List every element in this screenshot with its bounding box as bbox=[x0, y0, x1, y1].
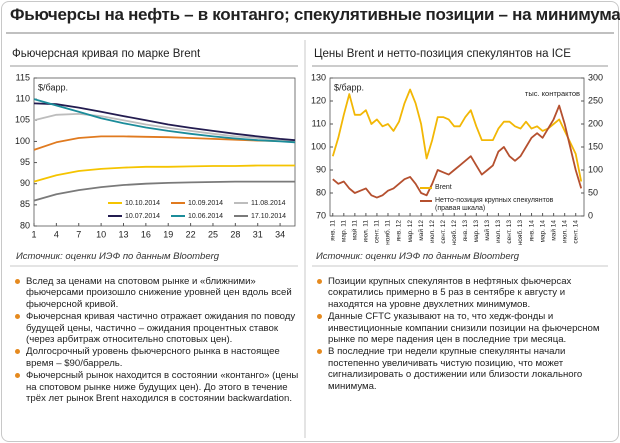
y-tick-label: 105 bbox=[15, 115, 30, 125]
chart-title: Фьючерсная кривая по марке Brent bbox=[12, 48, 201, 60]
x-tick-label: июл. 12 bbox=[429, 220, 436, 243]
series-line bbox=[33, 113, 296, 142]
y-axis-label: $/барр. bbox=[334, 82, 364, 92]
y2-tick-label: 200 bbox=[588, 118, 603, 128]
x-tick-label: янв. 13 bbox=[462, 220, 469, 242]
y2-tick-label: 300 bbox=[588, 72, 603, 82]
chart-title: Цены Brent и нетто-позиция спекулянтов н… bbox=[314, 48, 571, 60]
y-tick-label: 115 bbox=[16, 72, 30, 82]
x-tick-label: июл. 14 bbox=[561, 220, 568, 243]
bullet: Вслед за ценами на спотовом рынке и «бли… bbox=[14, 276, 300, 310]
y2-tick-label: 150 bbox=[588, 141, 603, 151]
x-tick-label: мар. 13 bbox=[473, 220, 480, 243]
source: Источник: оценки ИЭФ по данным Bloomberg bbox=[316, 251, 520, 262]
x-tick-label: янв. 12 bbox=[396, 220, 403, 242]
x-tick-label: 22 bbox=[186, 229, 196, 239]
x-tick-label: июл. 13 bbox=[495, 220, 502, 243]
x-tick-label: 25 bbox=[208, 229, 218, 239]
x-tick-label: июл. 11 bbox=[363, 220, 370, 243]
x-tick-label: нояб. 11 bbox=[384, 220, 392, 245]
series-line bbox=[33, 164, 295, 183]
y2-tick-label: 250 bbox=[588, 95, 603, 105]
legend-label: Brent bbox=[435, 184, 452, 191]
y2-tick-label: 100 bbox=[588, 164, 603, 174]
x-tick-label: 10 bbox=[96, 229, 106, 239]
source: Источник: оценки ИЭФ по данным Bloomberg bbox=[16, 251, 220, 262]
page-title: Фьючерсы на нефть – в контанго; спекулят… bbox=[10, 5, 620, 24]
y-tick-label: 80 bbox=[20, 220, 30, 230]
series-line bbox=[33, 98, 296, 144]
bullet: Фьючерсная кривая частично отражает ожид… bbox=[14, 311, 300, 345]
x-tick-label: 1 bbox=[31, 229, 36, 239]
x-tick-label: 31 bbox=[253, 229, 263, 239]
x-tick-label: 28 bbox=[230, 229, 240, 239]
x-tick-label: сент. 11 bbox=[374, 220, 381, 243]
x-tick-label: 16 bbox=[141, 229, 151, 239]
x-tick-label: сент. 13 bbox=[506, 220, 513, 244]
x-tick-label: мар. 12 bbox=[407, 220, 414, 243]
y-tick-label: 90 bbox=[20, 178, 30, 188]
legend-label: 10.09.2014 bbox=[188, 200, 223, 207]
y-tick-label: 110 bbox=[16, 94, 30, 104]
x-tick-label: май 13 bbox=[483, 220, 491, 241]
bullet: Фьючерсный рынок находится в состоянии «… bbox=[14, 370, 300, 404]
y-tick-label: 90 bbox=[316, 164, 326, 174]
series-line bbox=[331, 88, 583, 182]
bullet: Долгосрочный уровень фьючерсного рынка в… bbox=[14, 346, 300, 369]
y-tick-label: 110 bbox=[312, 118, 326, 128]
x-tick-label: май 12 bbox=[417, 220, 425, 241]
series-line bbox=[33, 102, 296, 142]
legend-label: 10.06.2014 bbox=[188, 213, 223, 220]
y2-tick-label: 0 bbox=[588, 210, 593, 220]
legend-box bbox=[104, 196, 291, 222]
x-tick-label: мар. 11 bbox=[341, 220, 348, 242]
x-tick-label: май 11 bbox=[351, 220, 359, 241]
x-tick-label: сент. 14 bbox=[572, 220, 579, 244]
bullet: Данные CFTC указывают на то, что хедж-фо… bbox=[316, 311, 606, 345]
y2-tick-label: 50 bbox=[588, 187, 598, 197]
y-tick-label: 85 bbox=[20, 199, 30, 209]
x-tick-label: 4 bbox=[54, 229, 59, 239]
series-line bbox=[332, 104, 583, 199]
x-tick-label: 7 bbox=[76, 229, 81, 239]
y-tick-label: 100 bbox=[15, 136, 30, 146]
y-tick-label: 120 bbox=[311, 95, 326, 105]
y-tick-label: 80 bbox=[316, 187, 326, 197]
x-tick-label: нояб. 12 bbox=[450, 220, 458, 246]
x-tick-label: 19 bbox=[163, 229, 173, 239]
bullet: В последние три недели крупные спекулянт… bbox=[316, 346, 606, 392]
legend-label: 10.07.2014 bbox=[125, 213, 160, 220]
x-tick-label: янв. 14 bbox=[528, 220, 535, 242]
y2-axis-label: тыс. контрактов bbox=[525, 89, 580, 98]
y-tick-label: 70 bbox=[316, 210, 326, 220]
bullet-list: Позиции крупных спекулянтов в нефтяных ф… bbox=[316, 276, 606, 393]
plot-frame bbox=[33, 77, 296, 227]
bullet: Позиции крупных спекулянтов в нефтяных ф… bbox=[316, 276, 606, 310]
x-tick-label: 13 bbox=[118, 229, 128, 239]
x-tick-label: 34 bbox=[275, 229, 285, 239]
x-tick-label: нояб. 13 bbox=[516, 220, 524, 246]
y-tick-label: 130 bbox=[311, 72, 326, 82]
y-axis-label: $/барр. bbox=[38, 82, 68, 92]
legend-label: 11.08.2014 bbox=[251, 200, 286, 207]
x-tick-label: сент. 12 bbox=[440, 220, 447, 244]
legend-label: Нетто-позиция крупных спекулянтов (права… bbox=[435, 197, 554, 212]
legend-label: 17.10.2014 bbox=[251, 213, 286, 220]
x-tick-label: май 14 bbox=[549, 220, 557, 241]
x-tick-label: янв. 11 bbox=[329, 220, 336, 241]
legend-label: 10.10.2014 bbox=[125, 200, 160, 207]
plot-frame bbox=[329, 77, 585, 217]
y-tick-label: 95 bbox=[20, 157, 30, 167]
bullet-list: Вслед за ценами на спотовом рынке и «бли… bbox=[14, 276, 300, 405]
y-tick-label: 100 bbox=[311, 141, 326, 151]
x-tick-label: мар. 14 bbox=[539, 220, 546, 243]
series-line bbox=[33, 180, 295, 202]
